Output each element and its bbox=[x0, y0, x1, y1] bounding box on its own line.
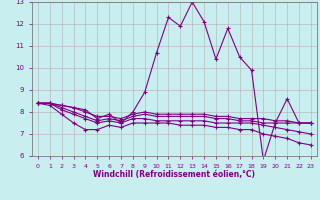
X-axis label: Windchill (Refroidissement éolien,°C): Windchill (Refroidissement éolien,°C) bbox=[93, 170, 255, 179]
